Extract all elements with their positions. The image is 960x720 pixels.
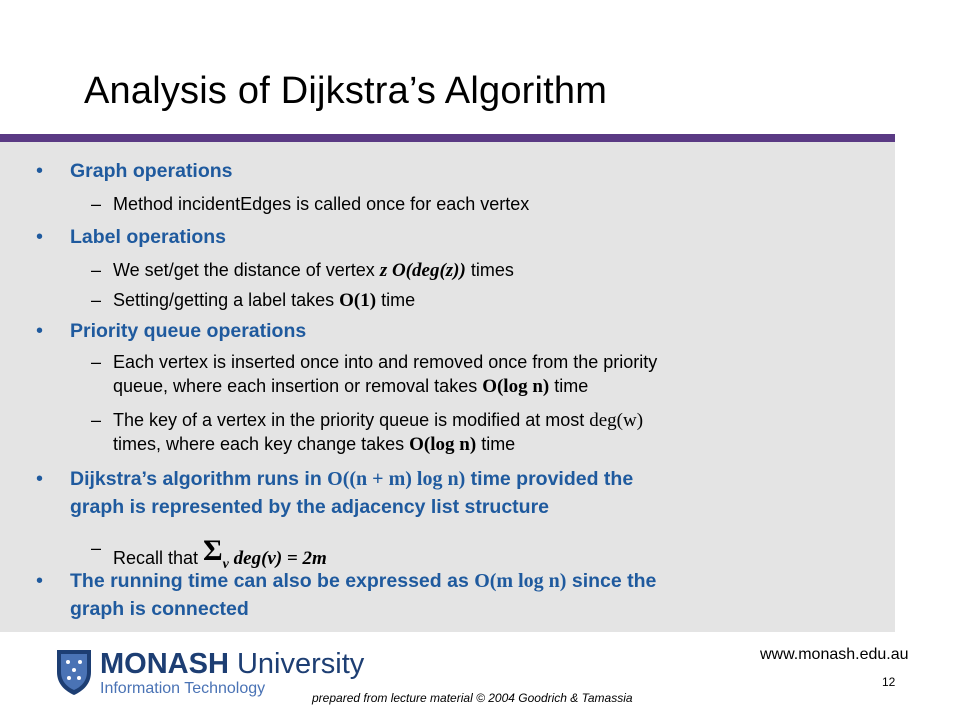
- bullet-text: The running time can also be expressed a…: [70, 570, 475, 592]
- sub-incident-edges: Method incidentEdges is called once for …: [113, 194, 530, 214]
- sub-set-get-distance: We set/get the distance of vertex z O(de…: [113, 260, 514, 282]
- bullet-marker: •: [36, 160, 44, 182]
- bullet-running-time-line1: The running time can also be expressed a…: [70, 570, 656, 593]
- dash-marker: –: [91, 194, 102, 214]
- math-expression: O(log n): [409, 434, 477, 455]
- bullet-marker: •: [36, 320, 44, 342]
- monash-crest-icon: [57, 650, 91, 695]
- math-expression: z O(deg(z)): [379, 260, 466, 281]
- content-panel: [0, 142, 895, 632]
- bullet-running-time-line2: graph is connected: [70, 598, 249, 620]
- dash-marker: –: [91, 352, 102, 372]
- bullet-graph-operations: Graph operations: [70, 160, 233, 182]
- math-expression: O(log n): [482, 376, 550, 397]
- sub-insert-remove-line1: Each vertex is inserted once into and re…: [113, 352, 658, 372]
- logo-name-bold: MONASH: [100, 648, 229, 680]
- dash-marker: –: [91, 260, 102, 280]
- sub-recall-sum-degrees: Recall that Σv deg(v) = 2m: [113, 532, 327, 572]
- sub-text: time: [549, 376, 589, 396]
- math-subscript: v: [222, 557, 229, 572]
- bullet-marker: •: [36, 570, 44, 592]
- sub-insert-remove-line2: queue, where each insertion or removal t…: [113, 376, 588, 398]
- sub-text: We set/get the distance of vertex: [113, 260, 380, 280]
- sub-text: queue, where each insertion or removal t…: [113, 376, 483, 396]
- bullet-marker: •: [36, 468, 44, 490]
- dash-marker: –: [91, 538, 102, 558]
- slide-title: Analysis of Dijkstra’s Algorithm: [84, 70, 608, 112]
- logo-subtitle: Information Technology: [100, 680, 266, 697]
- bullet-text: time provided the: [465, 468, 634, 490]
- sub-text: time: [376, 290, 416, 310]
- sub-key-modified-line2: times, where each key change takes O(log…: [113, 434, 515, 456]
- logo-wordmark: MONASH University: [100, 648, 364, 681]
- bullet-text: since the: [566, 570, 657, 592]
- bullet-dijkstra-runtime-line2: graph is represented by the adjacency li…: [70, 496, 549, 518]
- sub-text: times: [465, 260, 514, 280]
- bullet-label-operations: Label operations: [70, 226, 227, 248]
- dash-marker: –: [91, 410, 102, 430]
- bullet-priority-queue: Priority queue operations: [70, 320, 307, 342]
- sub-label-time: Setting/getting a label takes O(1) time: [113, 290, 415, 312]
- math-expression: deg(w): [589, 410, 644, 431]
- math-expression: O(m log n): [474, 570, 567, 592]
- math-expression: O(1): [339, 290, 377, 311]
- math-expression: O((n + m) log n): [327, 468, 466, 490]
- math-expression: deg(v) = 2m: [228, 548, 327, 569]
- sub-text: times, where each key change takes: [113, 434, 410, 454]
- footer-credit: prepared from lecture material © 2004 Go…: [312, 691, 633, 705]
- footer-url: www.monash.edu.au: [760, 646, 909, 663]
- sigma-symbol: Σ: [203, 534, 223, 567]
- dash-marker: –: [91, 290, 102, 310]
- sub-text: Recall that: [113, 548, 204, 568]
- bullet-dijkstra-runtime-line1: Dijkstra’s algorithm runs in O((n + m) l…: [70, 468, 633, 491]
- page-number: 12: [882, 675, 896, 689]
- sub-text: time: [476, 434, 516, 454]
- sub-text: Setting/getting a label takes: [113, 290, 340, 310]
- title-divider-bar: [0, 134, 895, 142]
- monash-logo: MONASH University Information Technology: [55, 644, 375, 704]
- bullet-text: Dijkstra’s algorithm runs in: [70, 468, 328, 490]
- logo-name-rest: University: [228, 648, 365, 680]
- sub-key-modified-line1: The key of a vertex in the priority queu…: [113, 410, 643, 432]
- sub-text: The key of a vertex in the priority queu…: [113, 410, 590, 430]
- bullet-marker: •: [36, 226, 44, 248]
